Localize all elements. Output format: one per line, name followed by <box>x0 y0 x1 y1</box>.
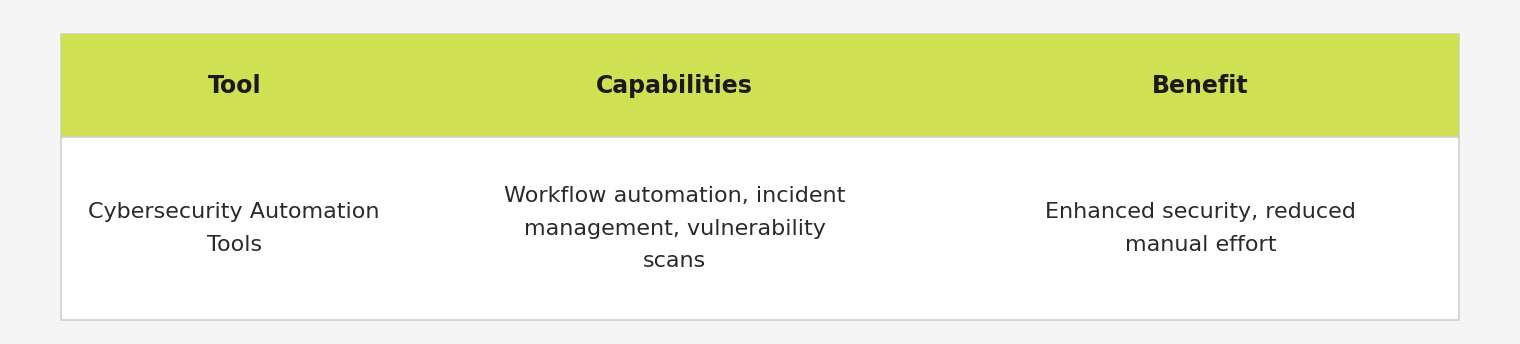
Text: Workflow automation, incident
management, vulnerability
scans: Workflow automation, incident management… <box>505 186 845 271</box>
Text: Cybersecurity Automation
Tools: Cybersecurity Automation Tools <box>88 202 380 255</box>
Text: Benefit: Benefit <box>1152 74 1249 98</box>
Text: Enhanced security, reduced
manual effort: Enhanced security, reduced manual effort <box>1046 202 1356 255</box>
FancyBboxPatch shape <box>61 34 1459 320</box>
Text: Capabilities: Capabilities <box>596 74 752 98</box>
FancyBboxPatch shape <box>61 34 1459 137</box>
Text: Tool: Tool <box>207 74 261 98</box>
